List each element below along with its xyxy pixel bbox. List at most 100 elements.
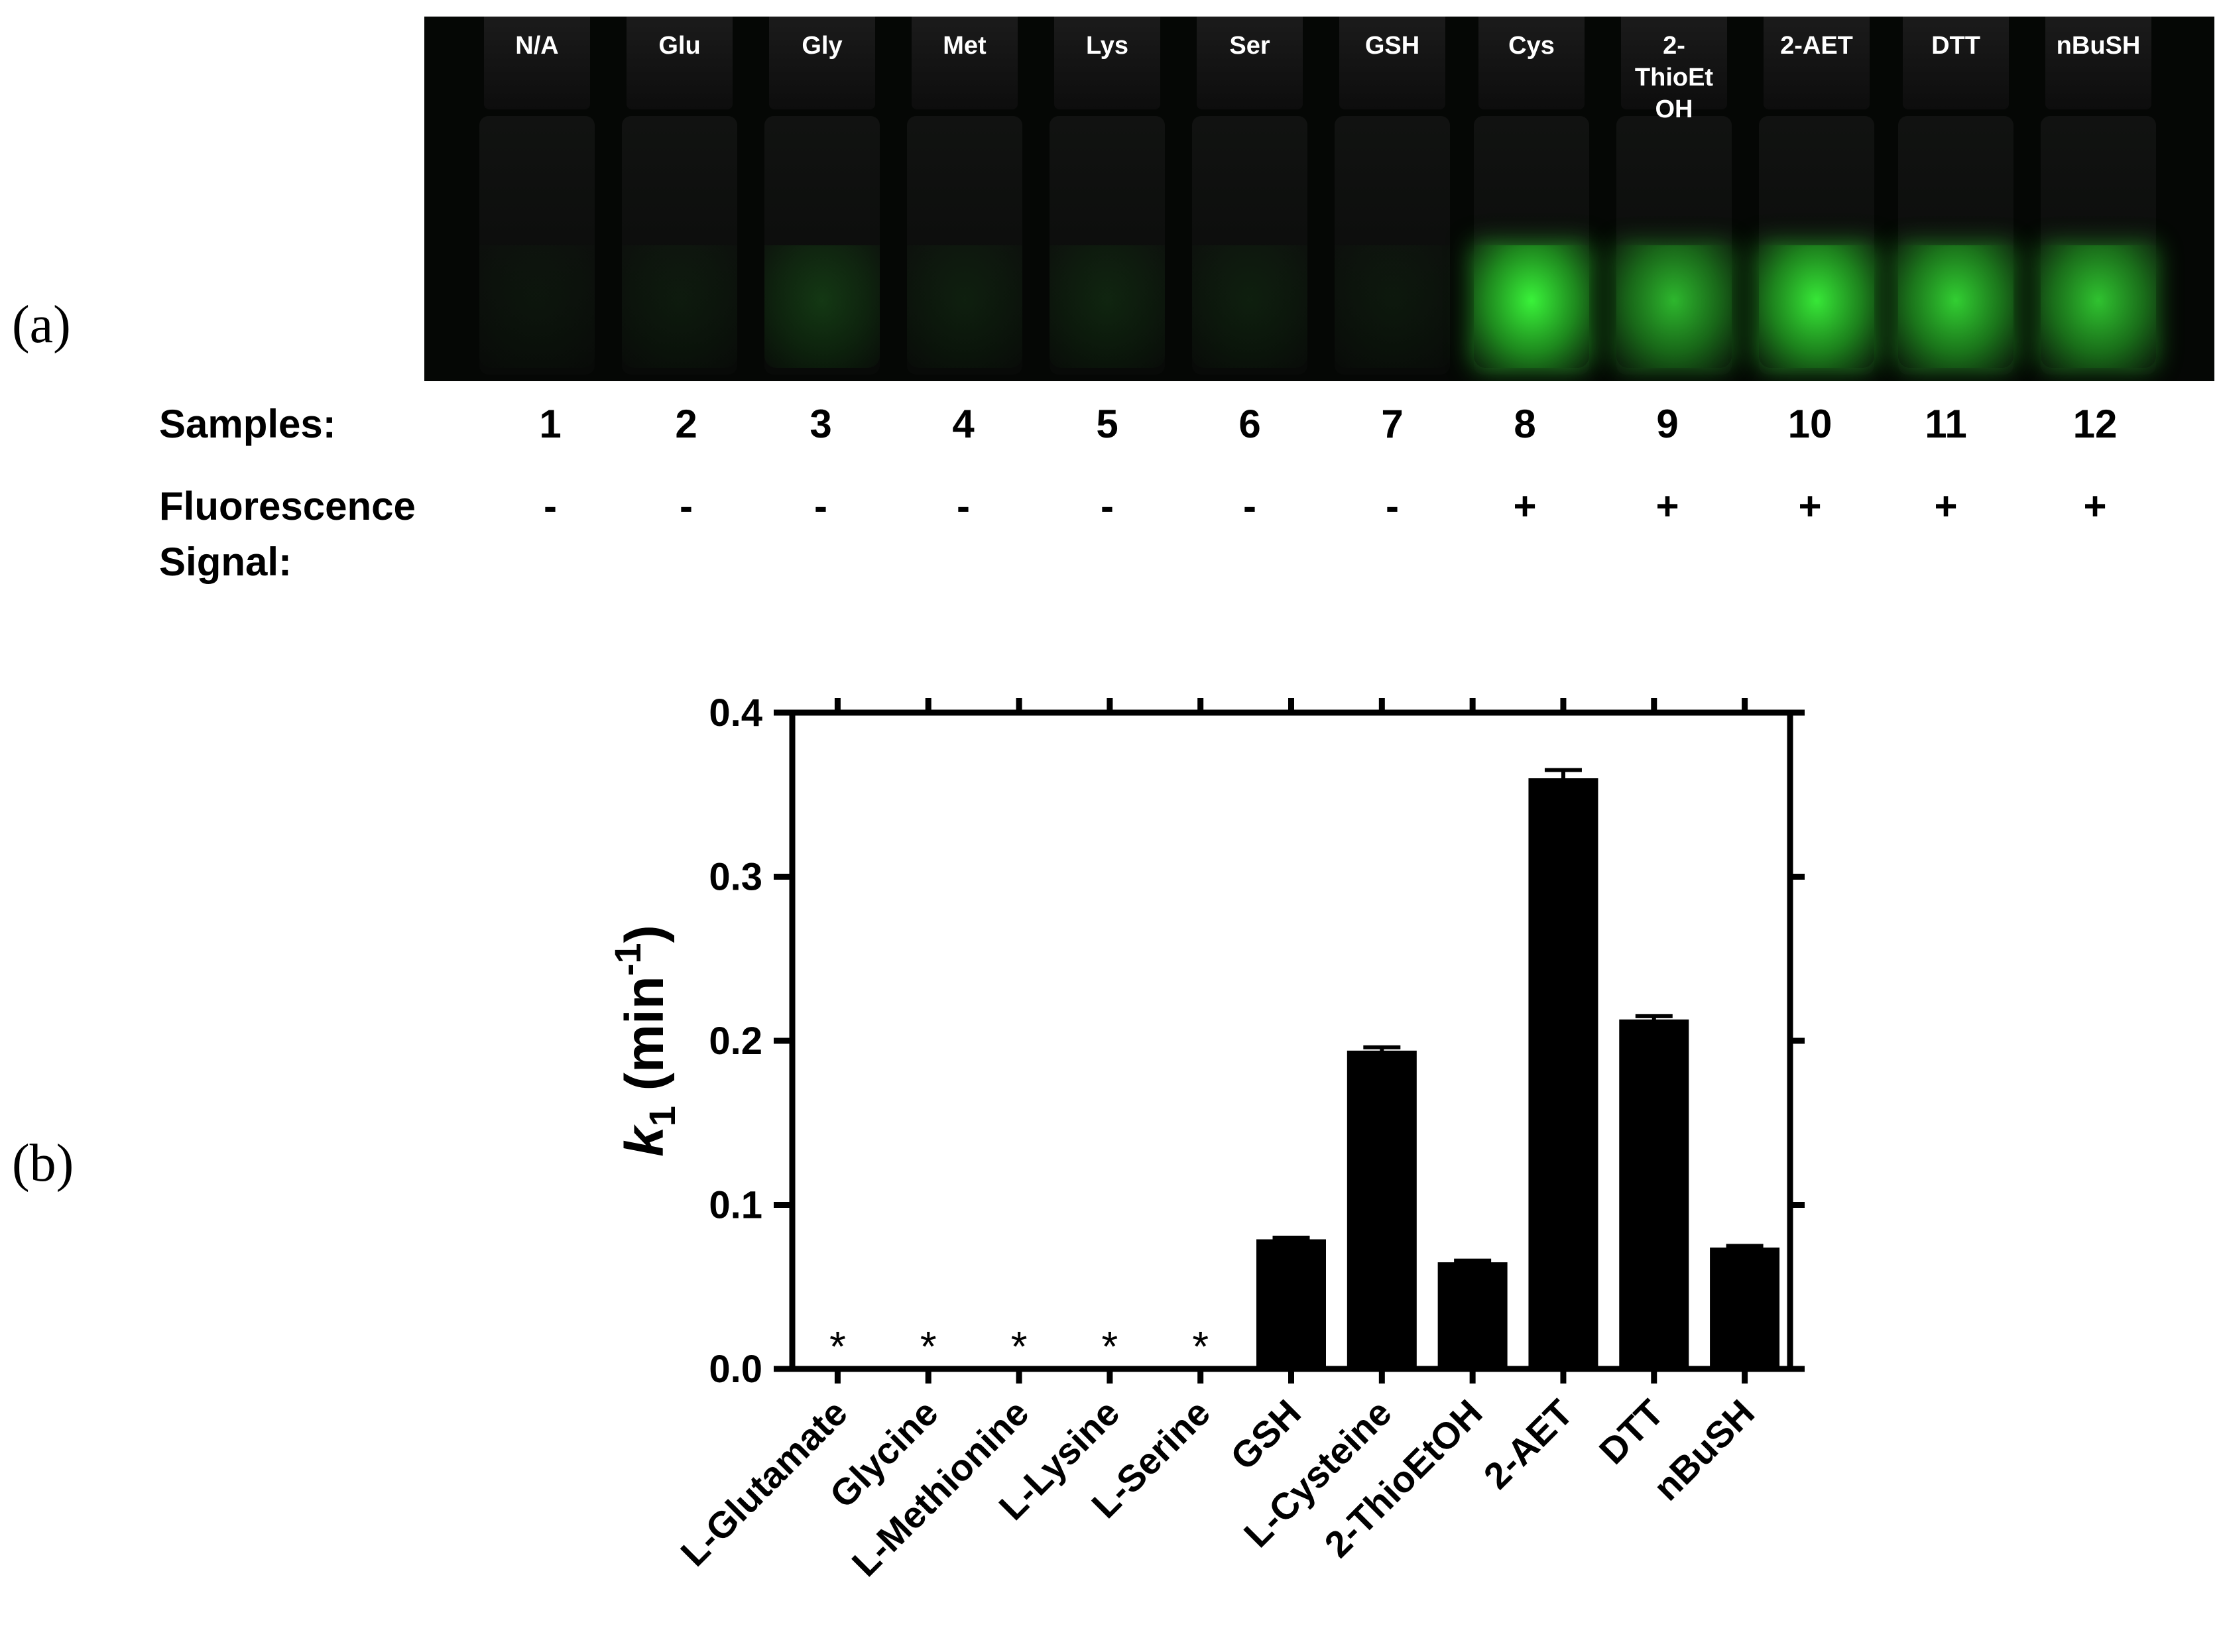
bar-dtt [1619,1019,1689,1369]
samples-label: Samples: [159,402,336,446]
bar-2-aet [1528,778,1598,1369]
bar-l-cysteine [1347,1050,1417,1369]
vial-cap [627,17,733,109]
vial-liquid [764,245,880,368]
vial-4 [902,17,1028,381]
vial-liquid [622,245,737,368]
vial-name-label: 2- ThioEt OH [1634,32,1714,123]
y-axis-title-part: 1 [641,1106,683,1126]
sample-number: 10 [1787,402,1832,446]
vial-cap [2045,17,2151,109]
sample-number: 11 [1925,402,1967,446]
y-tick-label: 0.0 [709,1348,762,1391]
vial-glass [622,116,737,375]
vial-glass [764,116,880,375]
x-category-label: DTT [1591,1391,1672,1472]
vial-cap [1764,17,1870,109]
fluorescence-signal: - [1243,484,1256,528]
y-axis-title-part: -1 [607,943,648,976]
y-tick-label: 0.1 [709,1184,762,1227]
vial-name-label: GSH [1364,32,1420,60]
sample-number: 3 [810,402,832,446]
vial-name-label: Ser [1229,32,1270,60]
vial-6 [1187,17,1313,381]
vial-liquid [1759,245,1874,368]
vial-glass [1335,116,1450,375]
fluorescence-signal: + [1934,484,1958,528]
vial-name-label: DTT [1931,32,1980,60]
vial-11 [1893,17,2019,381]
vial-liquid [1474,245,1589,368]
vial-10 [1754,17,1880,381]
bar-nbush [1710,1247,1780,1369]
sample-number: 7 [1381,402,1404,446]
sample-number: 9 [1656,402,1679,446]
vial-name-label: Lys [1085,32,1129,60]
vial-name-label: Glu [658,32,701,60]
vial-7 [1329,17,1455,381]
vial-name-label: Gly [802,32,843,60]
vial-cap [1621,17,1727,109]
fluorescence-signal: + [1513,484,1537,528]
fluorescence-signal: - [544,484,557,528]
vial-2 [617,17,743,381]
sample-number: 6 [1238,402,1261,446]
vial-cap [1197,17,1303,109]
vial-9 [1611,17,1737,381]
y-axis-title: k1 (min-1) [607,925,683,1157]
vial-liquid [1192,245,1307,368]
vial-liquid [1898,245,2013,368]
vial-name-label: nBuSH [2056,32,2141,60]
fluorescence-signal: + [1798,484,1822,528]
y-tick-label: 0.4 [709,691,762,735]
vial-name-label: Met [943,32,987,60]
vial-cap [912,17,1018,109]
fluorescence-label-line2: Signal: [159,540,292,584]
not-detected-marker: * [829,1323,846,1370]
fluorescence-signal: + [2083,484,2107,528]
vial-liquid [2041,245,2156,368]
vial-liquid [1050,245,1165,368]
vial-name-label: 2-AET [1780,32,1853,60]
sample-number: 1 [539,402,562,446]
vial-1 [474,17,600,381]
vial-cap [1478,17,1585,109]
x-category-label: nBuSH [1646,1391,1763,1509]
panel-b-label: (b) [12,1134,74,1193]
x-category-label: 2-ThioEtOH [1316,1391,1490,1565]
vial-photograph: N/A Glu Gly Met Lys Ser GSH Cys 2- ThioEt OH 2-AE… [424,17,2214,381]
vial-3 [759,17,885,381]
vial-glass [907,116,1022,375]
vial-8 [1469,17,1594,381]
y-axis-title-part: (min [615,976,675,1106]
bar-gsh [1256,1239,1326,1369]
panel-a-label: (a) [12,296,71,354]
vial-cap [1339,17,1445,109]
fluorescence-signal: - [1386,484,1399,528]
vial-cap [1903,17,2009,109]
not-detected-marker: * [1192,1323,1209,1370]
not-detected-marker: * [920,1323,937,1370]
vial-name-label: Cys [1508,32,1555,60]
y-axis-title-part: ) [615,925,675,943]
vial-name-label: N/A [515,32,559,60]
y-tick-label: 0.2 [709,1020,762,1063]
fluorescence-label-line1: Fluorescence [159,484,416,528]
sample-number: 5 [1096,402,1118,446]
vial-liquid [907,245,1022,368]
vial-liquid [479,245,595,368]
fluorescence-signal: - [680,484,693,528]
sample-number: 4 [952,402,975,446]
sample-number: 8 [1514,402,1536,446]
vial-cap [1054,17,1160,109]
vial-liquid [1616,245,1732,368]
fluorescence-signal: + [1655,484,1679,528]
vial-12 [2035,17,2161,381]
fluorescence-signal: - [814,484,827,528]
vial-cap [484,17,590,109]
sample-number: 12 [2073,402,2118,446]
sample-number: 2 [675,402,697,446]
vial-liquid [1335,245,1450,368]
vial-glass [479,116,595,375]
x-category-label: 2-AET [1475,1391,1581,1497]
